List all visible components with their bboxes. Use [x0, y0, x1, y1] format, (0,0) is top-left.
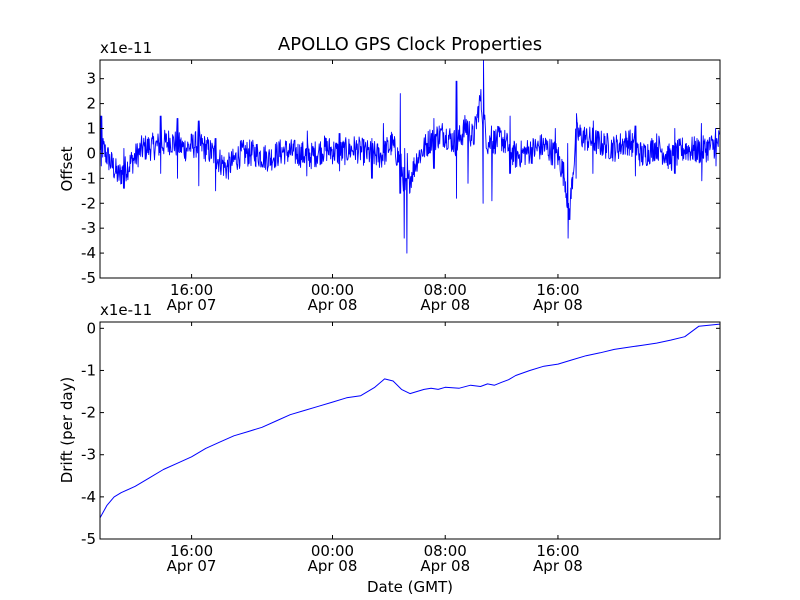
offset-plot-area	[100, 60, 720, 254]
offset-y-tick-label: -4	[81, 244, 96, 262]
offset-axes-frame	[99, 59, 721, 279]
drift-y-tick-label: -3	[81, 446, 96, 464]
offset-y-ticks: -5 -4 -3 -2 -1 0 1 2 3	[81, 70, 720, 287]
drift-y-ticks: -5 -4 -3 -2 -1 0	[81, 319, 720, 548]
drift-axes-frame	[99, 321, 721, 540]
offset-y-tick-label: -5	[81, 269, 96, 287]
offset-y-tick-label: -2	[81, 194, 96, 212]
drift-scale-label: x1e-11	[100, 301, 152, 319]
offset-series-line	[100, 60, 720, 254]
offset-x-tick-time: 08:00	[424, 281, 467, 299]
drift-plot-area	[100, 323, 720, 519]
drift-y-tick-label: -4	[81, 488, 96, 506]
figure-title: APOLLO GPS Clock Properties	[278, 34, 542, 55]
drift-x-tick-date: Apr 07	[167, 557, 217, 575]
offset-y-tick-label: -1	[81, 169, 96, 187]
offset-x-tick-date: Apr 08	[308, 296, 358, 314]
offset-y-tick-label: 1	[86, 120, 96, 138]
drift-x-tick-time: 16:00	[536, 542, 579, 560]
offset-x-tick-time: 00:00	[311, 281, 354, 299]
offset-y-axis-label: Offset	[58, 146, 76, 191]
offset-y-tick-label: 3	[86, 70, 96, 88]
drift-y-tick-label: -2	[81, 404, 96, 422]
offset-x-tick-time: 16:00	[170, 281, 213, 299]
offset-y-tick-label: -3	[81, 219, 96, 237]
offset-y-tick-label: 2	[86, 95, 96, 113]
offset-scale-label: x1e-11	[100, 39, 152, 57]
drift-x-tick-time: 16:00	[170, 542, 213, 560]
drift-y-tick-label: -5	[81, 530, 96, 548]
drift-x-tick-time: 00:00	[311, 542, 354, 560]
offset-x-tick-date: Apr 07	[167, 296, 217, 314]
offset-x-tick-date: Apr 08	[533, 296, 583, 314]
drift-x-tick-date: Apr 08	[308, 557, 358, 575]
drift-x-tick-date: Apr 08	[420, 557, 470, 575]
offset-y-tick-label: 0	[86, 144, 96, 162]
drift-x-tick-time: 08:00	[424, 542, 467, 560]
offset-x-tick-time: 16:00	[536, 281, 579, 299]
drift-x-axis-label: Date (GMT)	[367, 578, 453, 596]
drift-series-line	[100, 323, 720, 519]
drift-y-tick-label: 0	[86, 319, 96, 337]
drift-y-axis-label: Drift (per day)	[58, 377, 76, 484]
drift-x-tick-date: Apr 08	[533, 557, 583, 575]
offset-x-tick-date: Apr 08	[420, 296, 470, 314]
drift-y-tick-label: -1	[81, 361, 96, 379]
